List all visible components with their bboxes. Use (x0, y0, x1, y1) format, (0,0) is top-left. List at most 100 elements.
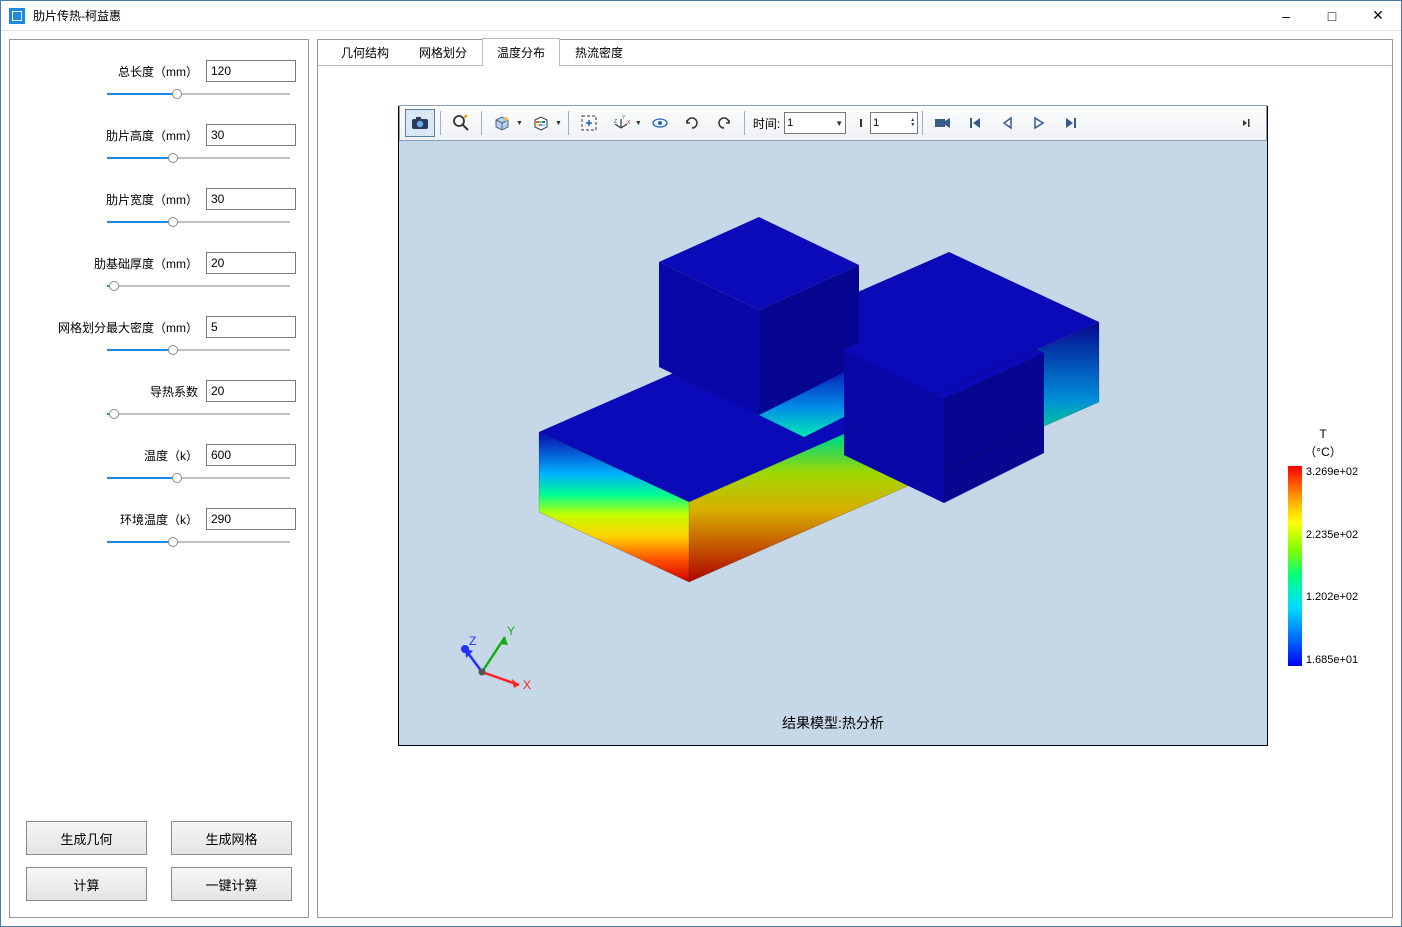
legend-title: T (1275, 427, 1371, 441)
param-input[interactable] (206, 60, 296, 82)
tab-温度分布[interactable]: 温度分布 (482, 38, 560, 66)
param-label: 肋片高度（mm） (106, 127, 198, 144)
chevron-down-icon: ▼ (835, 119, 843, 128)
zoom-icon[interactable] (446, 109, 476, 137)
param-group: 肋片高度（mm） (22, 124, 296, 166)
param-slider[interactable] (107, 214, 290, 230)
skip-first-icon[interactable] (960, 109, 990, 137)
result-caption: 结果模型:热分析 (399, 713, 1267, 733)
svg-text:X: X (523, 678, 531, 692)
param-label: 导热系数 (150, 383, 198, 400)
axis-triad: X Y Z (457, 617, 537, 697)
param-input[interactable] (206, 124, 296, 146)
legend-q3: 2.235e+02 (1306, 529, 1358, 541)
time-combo[interactable]: 1 ▼ (784, 112, 846, 134)
play-icon[interactable] (1024, 109, 1054, 137)
toolbar-separator (568, 111, 569, 135)
param-slider[interactable] (107, 342, 290, 358)
tab-几何结构[interactable]: 几何结构 (326, 38, 404, 66)
parameter-list: 总长度（mm） 肋片高度（mm） 肋片宽度（mm） 肋基础厚度（mm） 网格划分最大密度… (22, 60, 296, 572)
dropdown-arrow-icon[interactable]: ▼ (555, 120, 562, 127)
param-group: 环境温度（k） (22, 508, 296, 550)
legend-colorbar (1288, 466, 1302, 666)
toolbar-separator (922, 111, 923, 135)
param-group: 肋片宽度（mm） (22, 188, 296, 230)
generate-mesh-button[interactable]: 生成网格 (171, 821, 292, 855)
render-toolbar: ▼ ▼ YX Z ▼ (399, 105, 1267, 141)
compute-button[interactable]: 计算 (26, 867, 147, 901)
overflow-icon[interactable] (1231, 109, 1261, 137)
content-area: 总长度（mm） 肋片高度（mm） 肋片宽度（mm） 肋基础厚度（mm） 网格划分最大密度… (1, 31, 1401, 926)
titlebar: 肋片传热-柯益惠 – □ ✕ (1, 1, 1401, 31)
time-label: 时间: (753, 115, 780, 132)
axis-view-icon[interactable]: YX Z (606, 109, 636, 137)
param-slider[interactable] (107, 278, 290, 294)
frame-spinner[interactable]: 1 ▲▼ (870, 112, 918, 134)
maximize-button[interactable]: □ (1309, 1, 1355, 31)
svg-text:Z: Z (614, 119, 617, 125)
orbit-icon[interactable] (645, 109, 675, 137)
rotate-ccw-icon[interactable] (709, 109, 739, 137)
app-icon (9, 8, 25, 24)
param-group: 导热系数 (22, 380, 296, 422)
legend-min: 1.685e+01 (1306, 654, 1358, 666)
one-click-compute-button[interactable]: 一键计算 (171, 867, 292, 901)
step-end-icon[interactable] (847, 109, 869, 137)
colormap-icon[interactable] (526, 109, 556, 137)
toolbar-separator (744, 111, 745, 135)
step-back-icon[interactable] (992, 109, 1022, 137)
legend-labels: 3.269e+02 2.235e+02 1.202e+02 1.685e+01 (1306, 466, 1358, 666)
legend-q2: 1.202e+02 (1306, 591, 1358, 603)
shading-icon[interactable] (487, 109, 517, 137)
view-area: ▼ ▼ YXZ ▼ (318, 66, 1392, 917)
minimize-button[interactable]: – (1263, 1, 1309, 31)
param-label: 总长度（mm） (118, 63, 198, 80)
param-group: 总长度（mm） (22, 60, 296, 102)
generate-geometry-button[interactable]: 生成几何 (26, 821, 147, 855)
param-slider[interactable] (107, 86, 290, 102)
tab-row: 几何结构网格划分温度分布热流密度 (318, 40, 1392, 66)
param-input[interactable] (206, 380, 296, 402)
param-group: 温度（k） (22, 444, 296, 486)
param-slider[interactable] (107, 534, 290, 550)
window-controls: – □ ✕ (1263, 1, 1401, 31)
param-slider[interactable] (107, 406, 290, 422)
parameter-panel: 总长度（mm） 肋片高度（mm） 肋片宽度（mm） 肋基础厚度（mm） 网格划分最大密度… (9, 39, 309, 918)
time-value: 1 (787, 117, 793, 129)
param-group: 肋基础厚度（mm） (22, 252, 296, 294)
render-canvas[interactable]: ▼ ▼ YXZ ▼ (398, 106, 1268, 746)
tab-热流密度[interactable]: 热流密度 (560, 38, 638, 66)
toolbar-separator (481, 111, 482, 135)
dropdown-arrow-icon[interactable]: ▼ (516, 120, 523, 127)
svg-text:X: X (627, 120, 630, 126)
legend-max: 3.269e+02 (1306, 466, 1358, 478)
param-label: 网格划分最大密度（mm） (58, 319, 198, 336)
dropdown-arrow-icon[interactable]: ▼ (635, 120, 642, 127)
visualization-panel: 几何结构网格划分温度分布热流密度 (317, 39, 1393, 918)
app-window: 肋片传热-柯益惠 – □ ✕ 总长度（mm） 肋片高度（mm） 肋片宽度（mm） 肋基… (0, 0, 1402, 927)
param-slider[interactable] (107, 150, 290, 166)
param-input[interactable] (206, 444, 296, 466)
close-button[interactable]: ✕ (1355, 1, 1401, 31)
frame-value: 1 (873, 117, 879, 129)
window-title: 肋片传热-柯益惠 (33, 7, 121, 24)
camera-icon[interactable] (405, 109, 435, 137)
rotate-cw-icon[interactable] (677, 109, 707, 137)
legend-unit: （°C） (1275, 443, 1371, 460)
color-legend: T （°C） 3.269e+02 2.235e+02 1.202e+02 1.6… (1275, 427, 1371, 666)
param-group: 网格划分最大密度（mm） (22, 316, 296, 358)
fit-view-icon[interactable] (574, 109, 604, 137)
video-camera-icon[interactable] (928, 109, 958, 137)
tab-网格划分[interactable]: 网格划分 (404, 38, 482, 66)
skip-last-icon[interactable] (1056, 109, 1086, 137)
svg-text:Y: Y (507, 624, 515, 638)
param-input[interactable] (206, 252, 296, 274)
param-label: 肋基础厚度（mm） (94, 255, 198, 272)
param-input[interactable] (206, 316, 296, 338)
param-slider[interactable] (107, 470, 290, 486)
svg-text:Z: Z (469, 634, 476, 648)
param-label: 温度（k） (144, 447, 198, 464)
param-input[interactable] (206, 508, 296, 530)
svg-text:Y: Y (622, 115, 626, 121)
param-input[interactable] (206, 188, 296, 210)
